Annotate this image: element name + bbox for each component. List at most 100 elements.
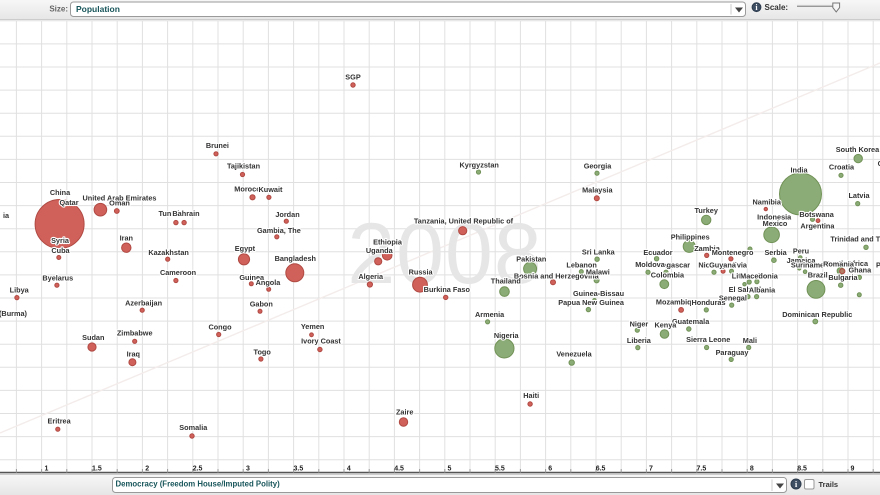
- svg-text:Byelarus: Byelarus: [42, 274, 73, 283]
- svg-text:Bangladesh: Bangladesh: [275, 254, 316, 263]
- svg-text:Guinea-Bissau: Guinea-Bissau: [573, 289, 624, 298]
- svg-text:Gambia, The: Gambia, The: [257, 226, 301, 235]
- svg-text:Cameroon: Cameroon: [160, 268, 196, 277]
- svg-text:Somalia: Somalia: [179, 423, 208, 432]
- svg-text:Congo: Congo: [208, 323, 232, 332]
- svg-text:Botswana: Botswana: [799, 210, 834, 219]
- svg-text:Tajikistan: Tajikistan: [227, 161, 260, 170]
- svg-text:Scale:: Scale:: [765, 3, 789, 12]
- svg-text:Haiti: Haiti: [523, 391, 539, 400]
- svg-text:Bosnia and Herzegovina: Bosnia and Herzegovina: [514, 271, 600, 280]
- svg-text:Philippines: Philippines: [671, 232, 710, 241]
- svg-text:Nigeria: Nigeria: [494, 331, 520, 340]
- svg-text:Bahrain: Bahrain: [172, 209, 199, 218]
- svg-text:Kenya: Kenya: [654, 321, 677, 330]
- svg-text:Oman: Oman: [109, 198, 130, 207]
- svg-text:Indonesia: Indonesia: [757, 213, 792, 222]
- svg-text:Greece: Greece: [878, 159, 880, 168]
- svg-text:Burkina Faso: Burkina Faso: [424, 285, 471, 294]
- svg-text:1: 1: [45, 465, 49, 472]
- svg-text:South Africa: South Africa: [825, 259, 869, 268]
- svg-text:Jamaica: Jamaica: [787, 256, 817, 265]
- svg-text:Algeria: Algeria: [358, 272, 384, 281]
- svg-text:Bulgaria: Bulgaria: [828, 273, 858, 282]
- svg-text:ia: ia: [3, 211, 10, 220]
- svg-text:Iraq: Iraq: [127, 350, 140, 359]
- svg-text:Zaire: Zaire: [396, 408, 413, 417]
- svg-text:Gabon: Gabon: [250, 299, 273, 308]
- svg-text:Kuwait: Kuwait: [259, 185, 283, 194]
- svg-text:Jordan: Jordan: [275, 210, 299, 219]
- svg-text:Moldova: Moldova: [635, 260, 666, 269]
- svg-text:4: 4: [347, 465, 351, 472]
- svg-text:6.5: 6.5: [596, 465, 606, 472]
- svg-text:Croatia: Croatia: [829, 163, 855, 172]
- svg-text:Honduras: Honduras: [691, 298, 725, 307]
- svg-text:Tanzania, United Republic of: Tanzania, United Republic of: [414, 217, 514, 226]
- svg-text:Guyana: Guyana: [709, 261, 737, 270]
- svg-text:China: China: [50, 188, 71, 197]
- svg-text:Iran: Iran: [120, 234, 133, 243]
- svg-text:Turkey: Turkey: [695, 206, 719, 215]
- svg-text:Zambia: Zambia: [694, 244, 720, 253]
- svg-text:Sierra Leone: Sierra Leone: [686, 335, 730, 344]
- svg-text:5.5: 5.5: [495, 465, 505, 472]
- svg-text:Guinea: Guinea: [239, 273, 265, 282]
- svg-text:7: 7: [649, 465, 653, 472]
- svg-text:i: i: [755, 3, 758, 12]
- svg-text:Colombia: Colombia: [651, 271, 685, 280]
- svg-text:7.5: 7.5: [697, 465, 707, 472]
- svg-text:4.5: 4.5: [394, 465, 404, 472]
- svg-text:Lebanon: Lebanon: [566, 260, 596, 269]
- svg-text:Libya: Libya: [10, 286, 30, 295]
- svg-text:8.5: 8.5: [797, 465, 807, 472]
- svg-text:Angola: Angola: [256, 278, 282, 287]
- svg-text:(Burma): (Burma): [0, 309, 28, 318]
- svg-text:Tunisia: Tunisia: [158, 209, 184, 218]
- svg-text:Russia: Russia: [409, 268, 434, 277]
- svg-text:2.5: 2.5: [193, 465, 203, 472]
- svg-text:2008: 2008: [347, 206, 542, 302]
- svg-text:Ethiopia: Ethiopia: [373, 238, 403, 247]
- svg-text:Guatemala: Guatemala: [672, 317, 710, 326]
- svg-text:9: 9: [851, 465, 855, 472]
- svg-text:i: i: [795, 479, 798, 489]
- svg-text:Sri Lanka: Sri Lanka: [582, 247, 616, 256]
- svg-text:Syria: Syria: [51, 236, 70, 245]
- svg-text:Kazakhstan: Kazakhstan: [148, 248, 189, 257]
- svg-text:Trails: Trails: [819, 480, 839, 489]
- svg-text:Azerbaijan: Azerbaijan: [125, 299, 162, 308]
- svg-text:Papua New Guinea: Papua New Guinea: [558, 298, 625, 307]
- svg-text:Romania: Romania: [823, 259, 855, 268]
- svg-text:Mozambique: Mozambique: [656, 297, 700, 306]
- svg-text:Trinidad and Tobago: Trinidad and Tobago: [830, 235, 880, 244]
- svg-text:Uganda: Uganda: [366, 246, 394, 255]
- svg-text:Brunei: Brunei: [206, 141, 229, 150]
- svg-text:Serbia: Serbia: [764, 248, 787, 257]
- svg-text:El Salvador: El Salvador: [729, 285, 769, 294]
- svg-text:Senegal: Senegal: [719, 293, 747, 302]
- svg-text:Malawi: Malawi: [586, 267, 610, 276]
- svg-text:2: 2: [145, 465, 149, 472]
- svg-text:Lithuania: Lithuania: [732, 272, 765, 281]
- svg-text:Liberia: Liberia: [627, 336, 652, 345]
- svg-text:Sudan: Sudan: [82, 333, 104, 342]
- svg-text:SGP: SGP: [345, 72, 361, 81]
- svg-text:Niger: Niger: [630, 319, 649, 328]
- svg-text:Albania: Albania: [749, 285, 776, 294]
- svg-text:3.5: 3.5: [294, 465, 304, 472]
- svg-text:Latvia: Latvia: [848, 191, 870, 200]
- svg-text:South Korea: South Korea: [836, 145, 880, 154]
- svg-text:Pakistan: Pakistan: [516, 255, 546, 264]
- svg-text:Thailand: Thailand: [491, 277, 521, 286]
- svg-text:Bolivia: Bolivia: [723, 261, 748, 270]
- svg-text:United Arab Emirates: United Arab Emirates: [83, 193, 157, 202]
- svg-text:Montenegro: Montenegro: [712, 248, 754, 257]
- svg-text:Nicaragua: Nicaragua: [698, 261, 734, 270]
- svg-text:Kyrgyzstan: Kyrgyzstan: [460, 161, 499, 170]
- svg-text:Population: Population: [76, 4, 120, 14]
- svg-text:Mexico: Mexico: [763, 219, 788, 228]
- svg-text:Georgia: Georgia: [584, 162, 613, 171]
- svg-text:Size:: Size:: [49, 5, 68, 14]
- svg-text:Paraguay: Paraguay: [716, 348, 750, 357]
